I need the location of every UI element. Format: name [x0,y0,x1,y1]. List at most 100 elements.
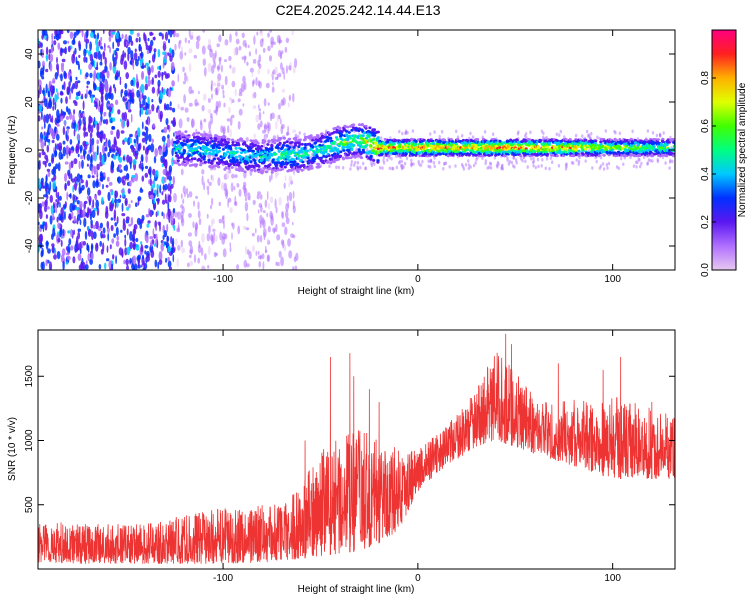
spectrogram-speckle [270,73,275,77]
spectrogram-signal-cell [176,132,180,136]
spectrogram-speckle [175,33,180,38]
spectrogram-signal-cell [215,143,219,147]
spectrogram-speckle [123,111,128,122]
spectrogram-speckle [148,133,152,143]
spectrogram-signal-cell [414,140,418,143]
spectrogram-speckle [484,161,487,166]
spectrogram-speckle [622,162,625,167]
spectrogram-speckle [119,194,122,199]
spectrogram-speckle [75,196,79,200]
spectrogram-speckle [65,130,68,140]
spectrogram-speckle [167,88,172,98]
spectrogram-signal-cell [303,137,307,141]
spectrogram-speckle [92,180,96,189]
spectrogram-speckle [147,117,150,126]
spectrogram-speckle [257,251,260,256]
spectrogram-speckle [130,40,134,46]
spectrogram-speckle [136,32,140,37]
spectrogram-speckle [389,136,392,140]
spectrogram-signal-cell [584,138,588,142]
spectrogram-speckle [167,260,172,268]
spectrogram-speckle [62,140,66,145]
spectrogram-speckle [607,161,611,166]
spectrogram-speckle [89,132,93,139]
spectrogram-signal-cell [207,159,211,162]
spectrogram-speckle [111,144,115,152]
spectrogram-speckle [52,227,56,237]
spectrogram-speckle [174,43,177,51]
spectrogram-speckle [77,30,80,34]
spectrogram-speckle [44,98,48,108]
spectrogram-speckle [285,37,290,43]
spectrogram-speckle [127,137,131,146]
spectrogram-signal-cell [280,167,285,171]
spectrogram-speckle [201,169,205,175]
spectrogram-speckle [55,88,58,93]
spectrogram-speckle [65,261,69,265]
spectrogram-speckle [671,159,674,164]
spectrogram-speckle [179,50,184,60]
spectrogram-speckle [44,30,48,36]
spectrogram-speckle [229,116,233,126]
spectrogram-speckle [129,30,134,35]
spectrogram-speckle [531,160,535,165]
spectrogram-speckle [171,49,175,58]
spectrogram-signal-cell [276,146,280,150]
spectrogram-signal-cell [356,136,360,140]
spectrogram-speckle [85,38,90,44]
spectrogram-speckle [244,201,249,212]
spectrogram-speckle [38,152,42,159]
spectrogram-signal-cell [357,127,361,130]
spectrogram-signal-cell [330,160,334,164]
spectrogram-speckle [524,132,528,136]
spectrogram-speckle [247,44,250,49]
spectrogram-signal-cell [294,136,298,140]
spectrogram-speckle [161,33,164,40]
spectrogram-speckle [51,46,54,53]
spectrogram-speckle [255,227,257,234]
spectrogram-speckle [96,32,100,40]
spectrogram-speckle [125,258,129,266]
spectrogram-speckle [207,38,212,45]
spectrogram-signal-cell [488,145,492,149]
spectrogram-speckle [44,205,48,213]
spectrogram-speckle [419,163,423,168]
spectrogram-signal-cell [250,155,254,159]
spectrogram-speckle [275,261,278,266]
spectrogram-signal-cell [319,140,323,143]
spectrogram-speckle [206,233,210,242]
spectrogram-speckle [99,177,104,182]
spectrogram-speckle [107,139,111,149]
spectrogram-speckle [606,166,609,170]
spectrogram-speckle [602,167,606,171]
spectrogram-speckle [59,202,61,208]
spectrogram-speckle [86,163,89,167]
spectrogram-speckle [140,154,144,163]
spectrogram-speckle [110,217,114,221]
spectrogram-signal-cell [177,156,181,160]
spectrogram-speckle [287,238,291,247]
spectrogram-speckle [252,245,255,252]
spectrogram-signal-cell [173,161,177,165]
spectrogram-signal-cell [221,163,225,166]
spectrogram-signal-cell [442,141,446,145]
spectrogram-speckle [259,30,263,37]
spectrogram-speckle [72,100,77,104]
spectrogram-signal-cell [346,156,350,160]
spectrogram-speckle [238,108,243,116]
spectrogram-signal-cell [333,140,337,144]
spectrogram-signal-cell [196,135,200,139]
spectrogram-speckle [265,245,267,254]
spectrogram-speckle [67,246,71,255]
spectrogram-speckle [380,136,383,140]
spectrogram-speckle [172,117,176,127]
spectrogram-speckle [91,165,93,176]
spectrogram-signal-cell [253,159,257,163]
spectrogram-speckle [75,91,80,97]
spectrogram-speckle [180,106,184,111]
spectrogram-speckle [100,46,103,50]
spectrogram-speckle [65,145,70,155]
spectrogram-speckle [153,156,157,164]
spectrogram-speckle [438,160,441,165]
spectrogram-speckle [78,54,81,59]
